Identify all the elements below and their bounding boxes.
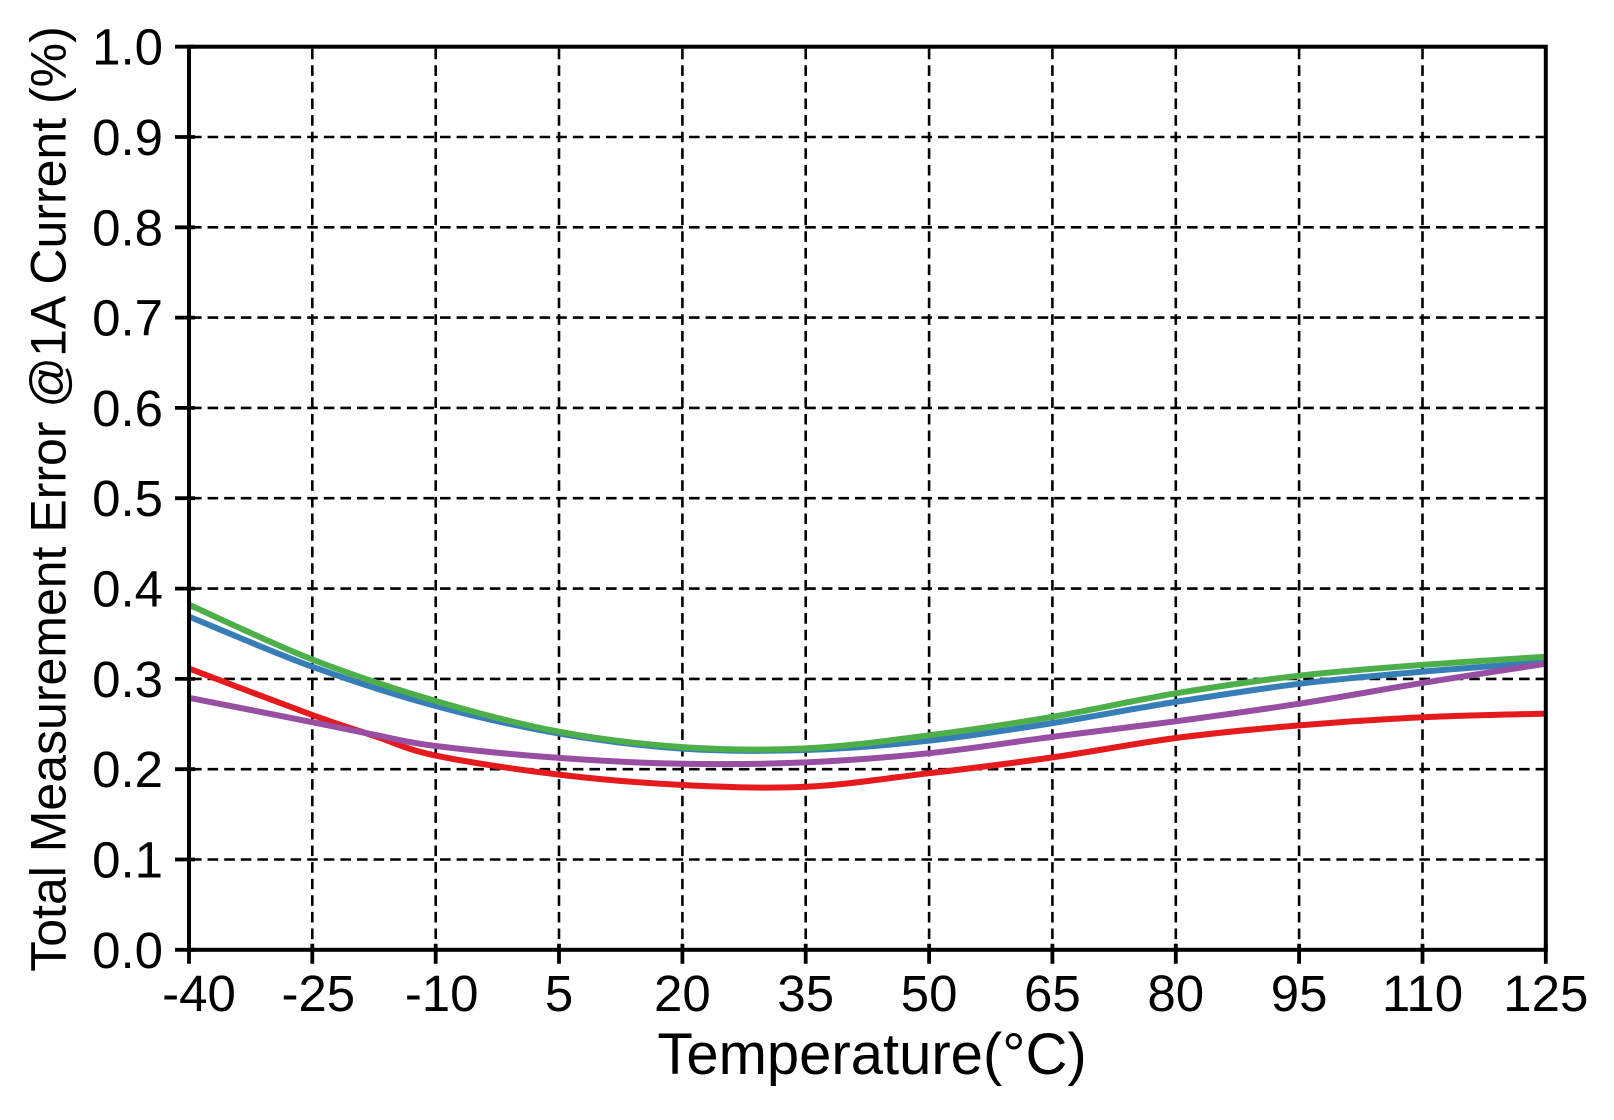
svg-text:50: 50 [901,965,958,1022]
svg-text:125: 125 [1503,965,1588,1022]
svg-text:0.2: 0.2 [92,741,163,798]
svg-text:-10: -10 [405,965,479,1022]
svg-text:-25: -25 [281,965,355,1022]
svg-text:80: 80 [1147,965,1204,1022]
svg-text:5: 5 [545,965,573,1022]
svg-text:0.4: 0.4 [92,561,163,618]
svg-text:0.0: 0.0 [92,922,163,979]
svg-text:110: 110 [1382,965,1463,1022]
svg-text:Temperature(°C): Temperature(°C) [657,1022,1086,1087]
svg-text:95: 95 [1271,965,1328,1022]
svg-text:35: 35 [777,965,834,1022]
svg-text:0.6: 0.6 [92,380,163,437]
svg-text:Total Measurement Error @1A Cu: Total Measurement Error @1A Current (%) [21,26,77,972]
svg-text:20: 20 [654,965,711,1022]
svg-text:0.1: 0.1 [92,832,163,889]
svg-text:1.0: 1.0 [92,19,163,76]
svg-text:65: 65 [1024,965,1081,1022]
svg-text:0.3: 0.3 [92,651,163,708]
svg-text:0.5: 0.5 [92,470,163,527]
svg-text:0.7: 0.7 [92,290,163,347]
svg-text:0.9: 0.9 [92,109,163,166]
svg-text:0.8: 0.8 [92,199,163,256]
svg-text:-40: -40 [162,965,236,1022]
